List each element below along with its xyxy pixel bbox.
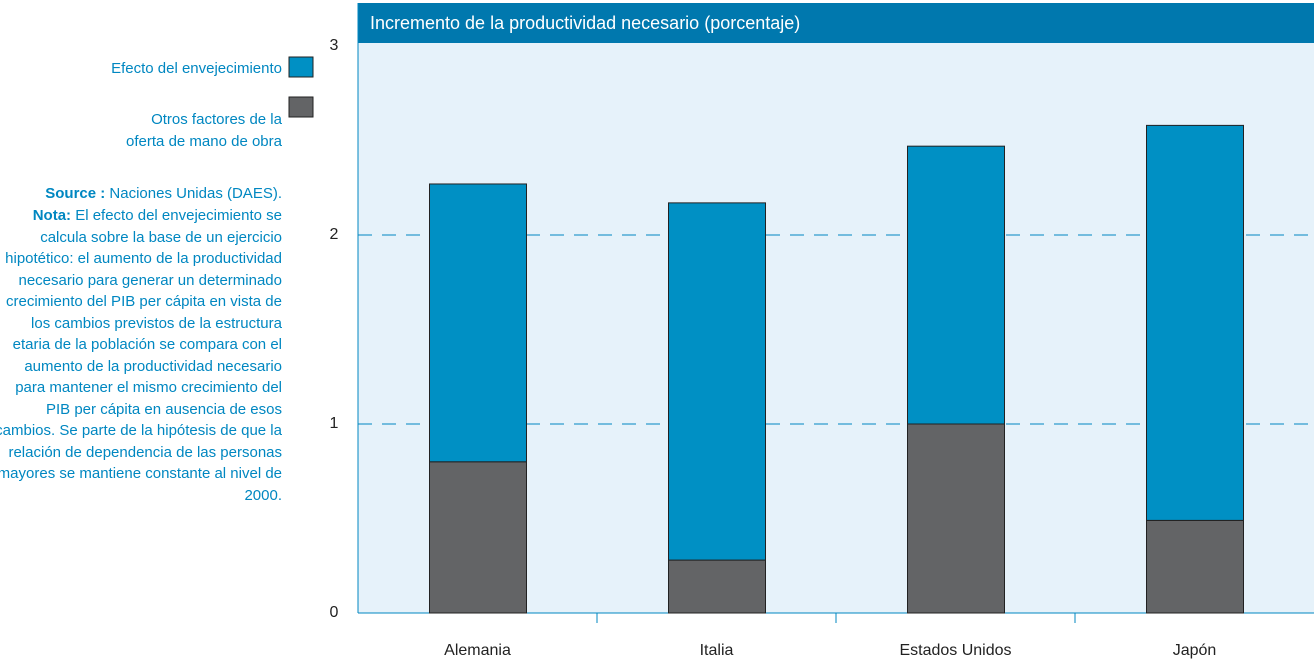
bar-segment <box>907 423 1005 614</box>
y-tick-label: 2 <box>330 226 339 243</box>
y-tick-label: 3 <box>330 37 339 54</box>
source-label: Source : <box>45 185 106 202</box>
legend-label: Otros factores de la oferta de mano de o… <box>126 111 282 150</box>
note-text: El efecto del envejecimiento se calcula … <box>0 207 282 504</box>
bar-segment <box>429 461 527 614</box>
bar-segment <box>668 202 766 561</box>
bar-segment <box>668 559 766 614</box>
legend-label: Efecto del envejecimiento <box>111 60 282 77</box>
x-tick-label: Alemania <box>444 642 511 659</box>
note: Nota: El efecto del envejecimiento se ca… <box>0 205 282 506</box>
source-text: Naciones Unidas (DAES). <box>109 185 282 202</box>
title-band <box>358 3 1314 43</box>
bar-segment <box>429 183 527 463</box>
chart-title: Incremento de la productividad necesario… <box>370 13 800 33</box>
note-label: Nota: <box>32 207 72 224</box>
bar-segment <box>1146 124 1244 521</box>
bar-segment <box>907 145 1005 425</box>
legend-swatch <box>288 96 314 118</box>
x-tick-label: Italia <box>700 642 734 659</box>
x-tick-label: Japón <box>1173 642 1217 659</box>
bar-segment <box>1146 519 1244 614</box>
y-tick-label: 1 <box>330 415 339 432</box>
x-tick-label: Estados Unidos <box>899 642 1011 659</box>
y-tick-label: 0 <box>330 604 339 621</box>
legend-swatch <box>288 56 314 78</box>
source: Source : Naciones Unidas (DAES). <box>0 183 282 205</box>
